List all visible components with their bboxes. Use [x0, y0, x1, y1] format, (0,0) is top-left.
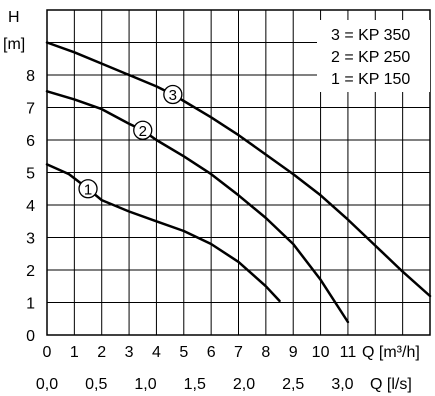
y-tick-label: 6 — [26, 133, 35, 150]
y-tick-label: 3 — [26, 231, 35, 248]
x-tick-label: 4 — [152, 344, 161, 361]
tick-labels: 0 1 2 3 4 5 6 7 8 9 10 11 0 1 2 3 4 5 6 7 8 0,0 0,5 1,0 1,5 2,0 2,… — [26, 68, 356, 393]
y-tick-label: 5 — [26, 166, 35, 183]
x-tick-label: 6 — [207, 344, 216, 361]
x-tick-label: 7 — [234, 344, 243, 361]
x-axis-label-m3h: Q [m³/h] — [362, 344, 420, 361]
x-tick-label: 1 — [70, 344, 79, 361]
y-tick-label: 4 — [26, 198, 35, 215]
series-marker-label-3: 3 — [169, 87, 177, 104]
x2-tick-label: 2,0 — [233, 376, 255, 393]
x-tick-label: 2 — [97, 344, 106, 361]
x-tick-label: 11 — [340, 344, 357, 361]
x-tick-label: 8 — [261, 344, 270, 361]
x-tick-label: 3 — [125, 344, 134, 361]
x2-tick-label: 1,5 — [184, 376, 206, 393]
x2-tick-label: 0,5 — [85, 376, 107, 393]
y-tick-label: 1 — [26, 296, 35, 313]
y-axis-label: H — [8, 9, 20, 26]
x2-tick-label: 2,5 — [282, 376, 304, 393]
x2-tick-label: 1,0 — [134, 376, 156, 393]
y-tick-label: 0 — [26, 328, 35, 345]
x2-tick-label: 0,0 — [36, 376, 58, 393]
y-axis-unit: [m] — [3, 36, 25, 53]
legend-entry-kp150: 1 = KP 150 — [331, 71, 410, 88]
y-tick-label: 7 — [26, 101, 35, 118]
x-tick-label: 0 — [43, 344, 52, 361]
series-line-2 — [47, 91, 348, 322]
series-marker-label-1: 1 — [84, 181, 92, 198]
series-marker-label-2: 2 — [139, 123, 147, 140]
x-tick-label: 9 — [289, 344, 298, 361]
legend-entry-kp350: 3 = KP 350 — [331, 27, 410, 44]
y-tick-label: 2 — [26, 263, 35, 280]
x-tick-label: 10 — [312, 344, 330, 361]
y-tick-label: 8 — [26, 68, 35, 85]
x-axis-label-ls: Q [l/s] — [370, 376, 412, 393]
legend-entry-kp250: 2 = KP 250 — [331, 49, 410, 66]
x2-tick-label: 3,0 — [331, 376, 353, 393]
x-tick-label: 5 — [179, 344, 188, 361]
